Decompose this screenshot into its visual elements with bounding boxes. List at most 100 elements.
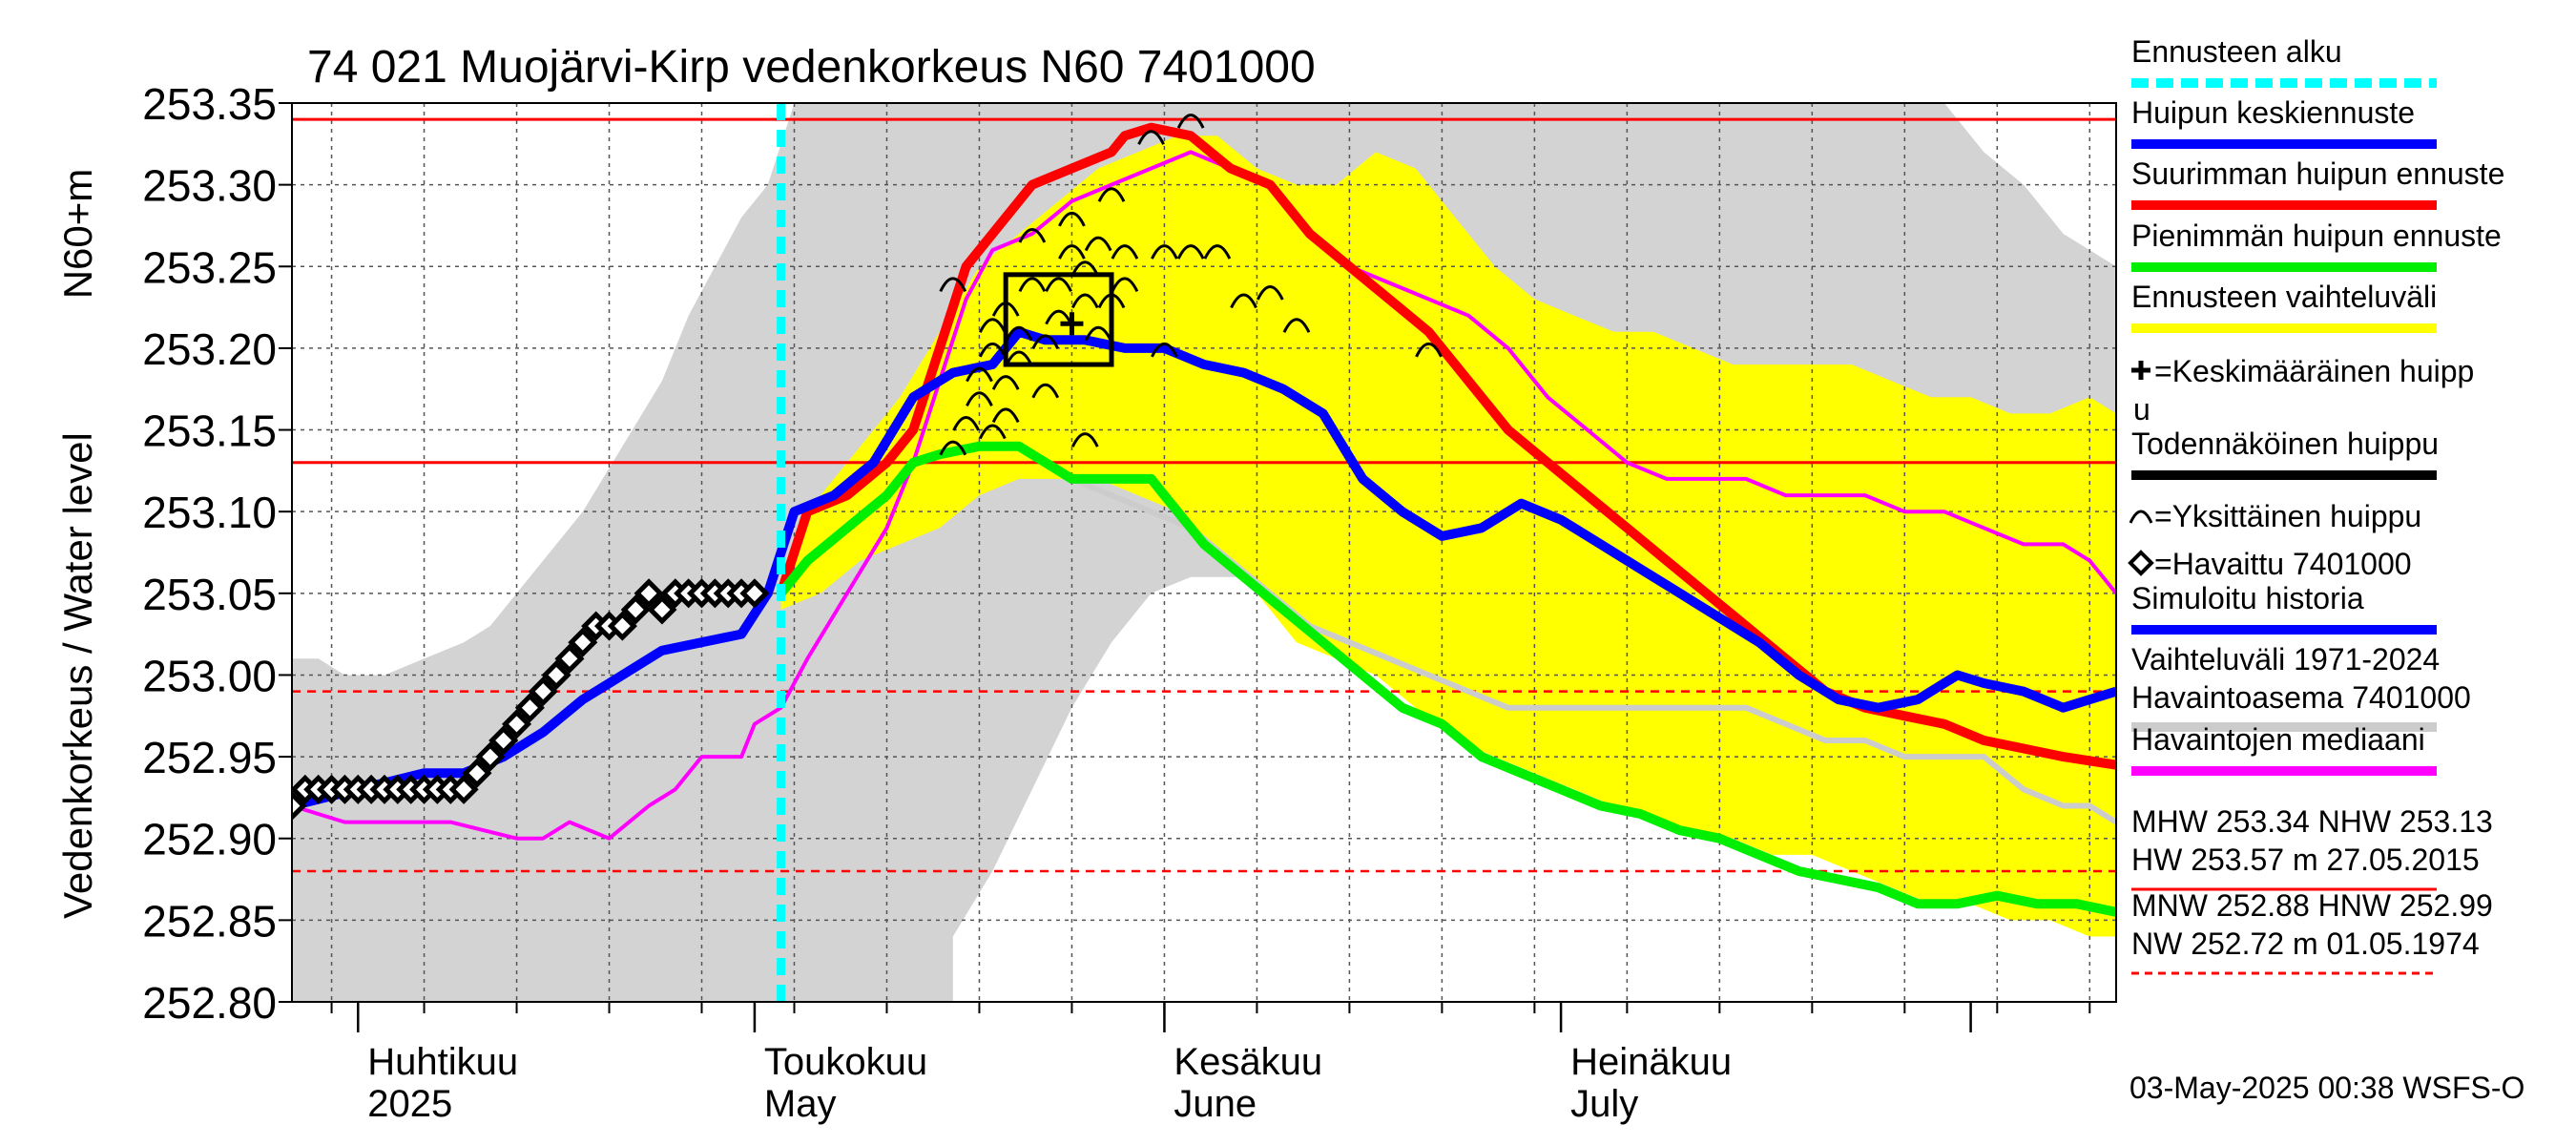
single-peak-marker xyxy=(1097,187,1126,202)
legend-label: Pienimmän huipun ennuste xyxy=(2131,219,2502,253)
single-peak-marker xyxy=(939,277,967,293)
legend-item: Suurimman huipun ennuste xyxy=(2131,156,2504,210)
x-tick-label-sub: 2025 xyxy=(367,1083,452,1125)
single-peak-marker xyxy=(1058,244,1086,260)
legend-label: Ennusteen vaihteluväli xyxy=(2131,280,2437,314)
plot-area xyxy=(292,103,2116,1002)
y-tick-label: 252.95 xyxy=(142,733,277,782)
observed-point xyxy=(541,659,571,690)
legend-label: Huipun keskiennuste xyxy=(2131,95,2415,130)
single-peak-marker xyxy=(1415,342,1443,358)
y-tick-label: 252.90 xyxy=(142,815,277,864)
observed-point xyxy=(488,725,519,756)
single-peak-marker xyxy=(1070,260,1099,276)
single-peak-marker xyxy=(1084,325,1112,342)
legend: Ennusteen alku Huipun keskiennuste Suurimm… xyxy=(2128,34,2504,975)
probable-peak-box xyxy=(1003,272,1114,367)
y-axis: 253.35 253.30 253.25 253.20 253.15 253.10 253.… xyxy=(142,79,292,1028)
legend-plus-icon xyxy=(2131,361,2150,380)
legend-diamond-icon xyxy=(2128,550,2154,576)
observed-point xyxy=(475,741,506,772)
legend-item: =Keskimääräinen huippu xyxy=(2131,354,2474,427)
single-peak-marker xyxy=(1111,277,1139,293)
legend-item: Havaintojen mediaani xyxy=(2131,722,2437,776)
chart-title: 74 021 Muojärvi-Kirp vedenkorkeus N60 74… xyxy=(307,42,1316,93)
series-line-3 xyxy=(292,150,2116,841)
legend-item: Todennäköinen huippu xyxy=(2131,427,2439,480)
x-tick-label-month: Heinäkuu xyxy=(1570,1041,1732,1083)
single-peak-marker xyxy=(1058,211,1086,227)
single-peak-marker xyxy=(1176,114,1205,129)
legend-item: MHW 253.34 NHW 253.13 HW 253.57 m 27.05.2… xyxy=(2131,804,2493,891)
observed-point xyxy=(462,758,492,788)
y-tick-label: 253.25 xyxy=(142,242,277,292)
legend-label-2: NW 252.72 m 01.05.1974 xyxy=(2131,926,2480,961)
legend-label-2: u xyxy=(2133,392,2150,427)
single-peak-marker xyxy=(1031,383,1060,399)
single-peak-marker xyxy=(966,391,993,406)
y-axis-label: Vedenkorkeus / Water level xyxy=(55,432,100,919)
single-peak-marker xyxy=(1018,228,1047,243)
observed-point xyxy=(528,677,558,707)
single-peak-marker xyxy=(1005,325,1033,342)
observed-point xyxy=(502,709,532,739)
legend-arch-icon xyxy=(2129,510,2153,524)
y-tick-label: 253.30 xyxy=(142,161,277,211)
y-tick-label: 253.15 xyxy=(142,406,277,456)
single-peak-marker xyxy=(966,366,993,383)
y-axis-unit-label: N60+m xyxy=(55,169,100,300)
legend-item: Ennusteen vaihteluväli xyxy=(2131,280,2437,333)
single-peak-marker xyxy=(1282,318,1311,333)
single-peak-marker xyxy=(1045,277,1072,293)
single-peak-marker xyxy=(1005,350,1033,366)
legend-item: Pienimmän huipun ennuste xyxy=(2131,219,2502,272)
x-tick-label-month: Kesäkuu xyxy=(1174,1041,1322,1083)
legend-label: Suurimman huipun ennuste xyxy=(2131,156,2504,191)
single-peak-marker xyxy=(978,424,1007,440)
single-peak-marker xyxy=(939,440,967,456)
x-tick-label-month: Toukokuu xyxy=(764,1041,927,1083)
single-peak-marker xyxy=(1151,342,1178,358)
single-peak-marker xyxy=(1203,244,1232,260)
single-peak-marker xyxy=(1045,309,1072,325)
footer-timestamp: 03-May-2025 00:38 WSFS-O xyxy=(2129,1071,2524,1105)
single-peak-marker xyxy=(1031,334,1060,350)
x-tick-label-sub: July xyxy=(1570,1083,1638,1125)
legend-label-2: HW 253.57 m 27.05.2015 xyxy=(2131,843,2480,877)
y-tick-label: 253.35 xyxy=(142,79,277,129)
y-tick-label: 252.85 xyxy=(142,896,277,946)
legend-label: Vaihteluväli 1971-2024 xyxy=(2131,642,2440,677)
y-tick-label: 253.10 xyxy=(142,488,277,537)
y-tick-label: 253.00 xyxy=(142,651,277,700)
single-peak-marker xyxy=(991,375,1020,390)
single-peak-marker xyxy=(1070,432,1099,448)
single-peak-marker xyxy=(1151,244,1178,260)
single-peak-marker xyxy=(1070,293,1099,309)
legend-item: Huipun keskiennuste xyxy=(2131,95,2437,149)
legend-item: Ennusteen alku xyxy=(2131,34,2437,88)
single-peak-marker xyxy=(1137,130,1165,145)
legend-label: Havaintojen mediaani xyxy=(2131,722,2425,757)
single-peak-marker xyxy=(1176,244,1205,260)
single-peak-marker xyxy=(1230,293,1257,309)
legend-label: MNW 252.88 HNW 252.99 xyxy=(2131,888,2493,923)
legend-label-2: Havaintoasema 7401000 xyxy=(2131,680,2471,715)
observed-point xyxy=(647,594,677,625)
x-tick-label-month: Huhtikuu xyxy=(367,1041,518,1083)
single-peak-marker xyxy=(1256,285,1284,301)
legend-label: Todennäköinen huippu xyxy=(2131,427,2439,461)
series-line-7 xyxy=(292,326,2116,811)
x-tick-label-sub: May xyxy=(764,1083,837,1125)
y-tick-label: 253.05 xyxy=(142,570,277,619)
legend-label: Ennusteen alku xyxy=(2131,34,2342,69)
single-peak-marker xyxy=(978,318,1007,333)
plot-frame xyxy=(291,102,2117,1003)
single-peak-marker xyxy=(1018,277,1047,293)
legend-label: =Havaittu 7401000 xyxy=(2154,547,2412,581)
single-peak-marker xyxy=(1111,244,1139,260)
y-tick-label: 252.80 xyxy=(142,978,277,1028)
x-tick-label-sub: June xyxy=(1174,1083,1257,1125)
